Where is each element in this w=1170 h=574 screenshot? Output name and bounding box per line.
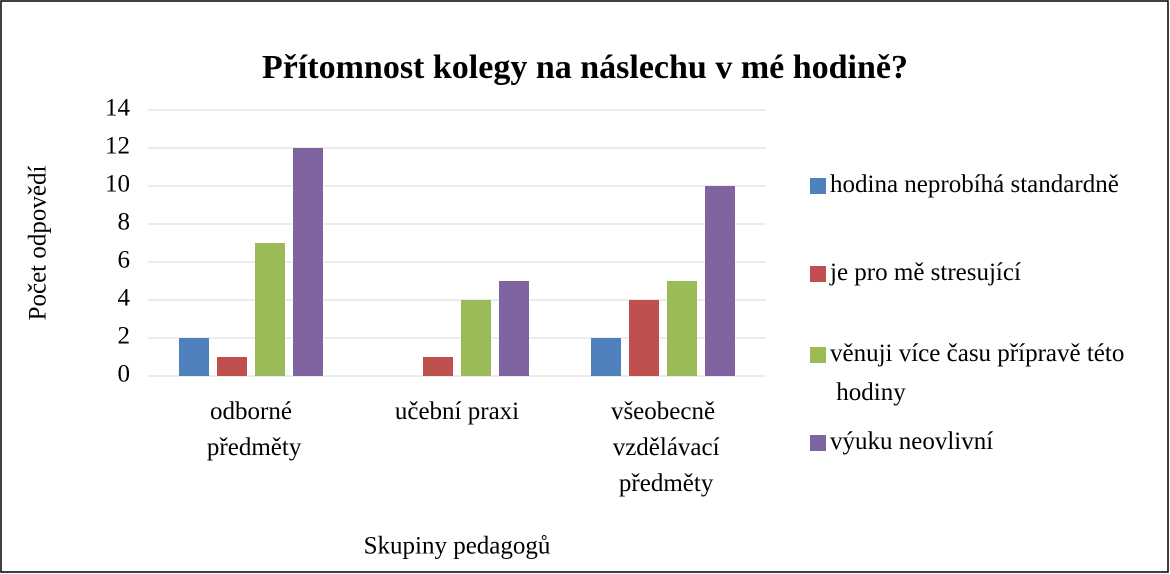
bar [179, 338, 209, 376]
legend-label: věnuji více času přípravě této hodiny [830, 340, 1124, 406]
legend-swatch [810, 266, 826, 282]
bar [591, 338, 621, 376]
bar [667, 281, 697, 376]
bar [293, 148, 323, 376]
y-tick-label: 0 [118, 361, 131, 388]
legend-swatch [810, 178, 826, 194]
y-tick-label: 8 [118, 209, 131, 236]
legend-label: hodina neprobíhá standardně [830, 171, 1119, 198]
y-tick-label: 4 [118, 285, 131, 312]
x-tick-label: učební praxi [395, 398, 519, 425]
legend-label: výuku neovlivní [830, 428, 993, 455]
legend-label: je pro mě stresující [829, 259, 1021, 286]
bar [499, 281, 529, 376]
y-tick-label: 14 [105, 95, 131, 122]
legend-swatch [810, 347, 826, 363]
bar [217, 357, 247, 376]
y-axis-label: Počet odpovědí [25, 166, 52, 321]
x-axis-label: Skupiny pedagogů [364, 533, 551, 560]
y-tick-label: 2 [118, 323, 131, 350]
legend-swatch [810, 435, 826, 451]
y-tick-label: 12 [105, 133, 130, 160]
x-tick-label: všeobecně vzdělávací předměty [606, 398, 719, 497]
y-tick-label: 10 [105, 171, 130, 198]
bar [423, 357, 453, 376]
bar [461, 300, 491, 376]
bar [629, 300, 659, 376]
bar [255, 243, 285, 376]
x-tick-label: odborné předměty [201, 398, 302, 461]
chart-title: Přítomnost kolegy na náslechu v mé hodin… [262, 49, 908, 86]
y-tick-label: 6 [118, 247, 131, 274]
bar [705, 186, 735, 376]
